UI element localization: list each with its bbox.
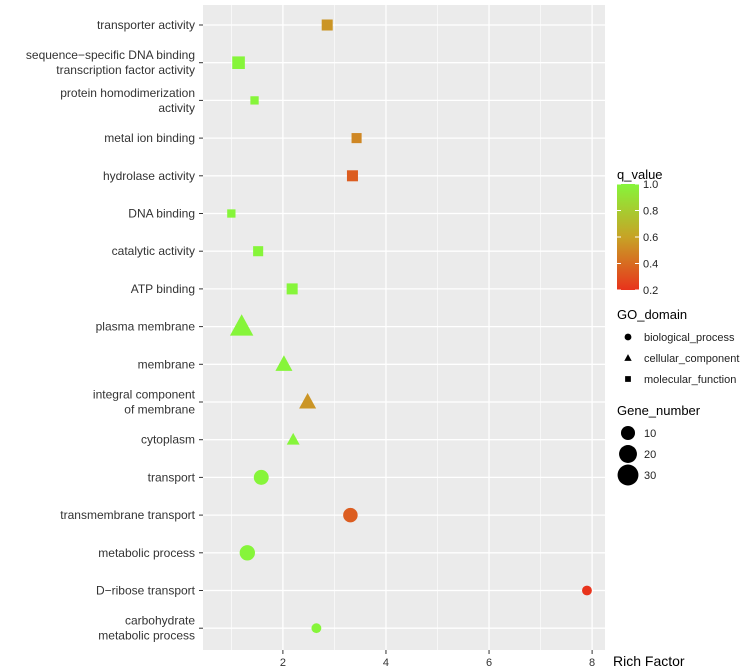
shape-legend-key-square — [625, 376, 631, 382]
y-tick-label-dna-binding: DNA binding — [128, 207, 195, 221]
plot-panel — [203, 5, 605, 650]
point-protein-homodimerization-activity — [250, 96, 259, 105]
y-tick-label-line: catalytic activity — [112, 244, 195, 258]
y-tick-label-line: plasma membrane — [96, 320, 196, 334]
size-legend-label: 30 — [644, 470, 656, 482]
point-atp-binding — [286, 283, 298, 295]
color-legend: q_value 1.0 0.8 0.6 0.4 0.2 — [617, 167, 663, 297]
size-legend: Gene_number 10 20 30 — [617, 403, 701, 486]
y-tick-label-line: of membrane — [124, 403, 195, 417]
y-axis-tick-labels: transporter activity sequence−specific DN… — [26, 18, 203, 643]
y-tick-label-cytoplasm: cytoplasm — [141, 433, 195, 447]
x-tick-label: 4 — [383, 657, 389, 669]
y-tick-label-plasma-membrane: plasma membrane — [96, 320, 196, 334]
colorbar-tick-label: 0.4 — [643, 259, 658, 271]
grid-lines — [203, 5, 605, 650]
point-hydrolase-activity — [346, 170, 358, 182]
point-d-ribose-transport — [582, 585, 592, 596]
y-tick-label-line: transcription factor activity — [56, 63, 195, 77]
shape-legend-title: GO_domain — [617, 307, 687, 322]
size-legend-key — [619, 445, 637, 463]
shape-legend: GO_domain biological_process cellular_com… — [617, 307, 739, 386]
y-tick-label-line: D−ribose transport — [96, 584, 196, 598]
y-tick-label-atp-binding: ATP binding — [131, 282, 195, 296]
x-tick-label: 2 — [280, 657, 286, 669]
y-tick-label-transport: transport — [148, 470, 196, 484]
y-tick-label-line: transmembrane transport — [60, 508, 195, 522]
point-integral-component-of-membrane — [299, 392, 317, 409]
y-tick-label-d-ribose-transport: D−ribose transport — [96, 584, 196, 598]
y-tick-label-sequence-specific-dna-binding: sequence−specific DNA binding transcripti… — [26, 48, 195, 77]
shape-legend-key-circle — [624, 333, 632, 341]
y-tick-label-line: activity — [158, 101, 195, 115]
y-tick-label-transporter-activity: transporter activity — [97, 18, 195, 32]
size-legend-key — [617, 464, 639, 486]
point-transport — [253, 469, 269, 485]
y-tick-label-line: ATP binding — [131, 282, 195, 296]
colorbar-tick-label: 0.8 — [643, 206, 658, 218]
colorbar-tick-label: 0.2 — [643, 285, 658, 297]
x-axis-title: Rich Factor — [613, 653, 685, 669]
y-tick-label-line: DNA binding — [128, 207, 195, 221]
y-tick-label-carbohydrate-metabolic-process: carbohydrate metabolic process — [98, 614, 195, 643]
point-cytoplasm — [286, 432, 300, 445]
size-legend-label: 10 — [644, 428, 656, 440]
point-plasma-membrane — [229, 314, 254, 336]
color-legend-title: q_value — [617, 167, 663, 182]
colorbar-tick-label: 0.6 — [643, 232, 658, 244]
data-points — [227, 19, 592, 634]
shape-legend-label: molecular_function — [644, 374, 736, 386]
point-dna-binding — [227, 209, 236, 218]
point-transmembrane-transport — [343, 507, 358, 523]
size-legend-key — [620, 425, 636, 441]
point-transporter-activity — [321, 19, 333, 31]
y-tick-label-line: integral component — [93, 388, 196, 402]
y-tick-label-metal-ion-binding: metal ion binding — [104, 131, 195, 145]
point-metal-ion-binding — [351, 133, 362, 144]
point-carbohydrate-metabolic-process — [311, 623, 322, 634]
y-tick-label-line: metabolic process — [98, 546, 195, 560]
colorbar-tick-label: 1.0 — [643, 179, 658, 191]
x-tick-label: 6 — [486, 657, 492, 669]
shape-legend-label: cellular_component — [644, 353, 739, 365]
y-tick-label-metabolic-process: metabolic process — [98, 546, 195, 560]
q-value-colorbar — [617, 184, 639, 290]
y-tick-label-catalytic-activity: catalytic activity — [112, 244, 195, 258]
point-metabolic-process — [239, 545, 256, 561]
y-tick-label-line: metabolic process — [98, 629, 195, 643]
y-tick-label-line: carbohydrate — [125, 614, 195, 628]
y-tick-label-line: cytoplasm — [141, 433, 195, 447]
point-catalytic-activity — [253, 246, 264, 257]
x-tick-label: 8 — [589, 657, 595, 669]
y-tick-label-line: hydrolase activity — [103, 169, 195, 183]
y-tick-label-integral-component-of-membrane: integral component of membrane — [93, 388, 196, 417]
y-tick-label-line: transport — [148, 470, 196, 484]
point-membrane — [275, 355, 293, 371]
y-tick-label-transmembrane-transport: transmembrane transport — [60, 508, 195, 522]
size-legend-label: 20 — [644, 449, 656, 461]
size-legend-title: Gene_number — [617, 403, 701, 418]
y-tick-label-line: protein homodimerization — [60, 86, 195, 100]
y-tick-label-hydrolase-activity: hydrolase activity — [103, 169, 195, 183]
point-sequence-specific-dna-binding — [232, 56, 245, 69]
y-tick-label-line: sequence−specific DNA binding — [26, 48, 195, 62]
y-tick-label-line: metal ion binding — [104, 131, 195, 145]
y-tick-label-line: membrane — [138, 357, 196, 371]
shape-legend-label: biological_process — [644, 332, 735, 344]
x-axis-tick-labels: 2 4 6 8 — [280, 650, 595, 669]
shape-legend-key-triangle — [624, 354, 632, 361]
y-tick-label-protein-homodimerization-activity: protein homodimerization activity — [60, 86, 195, 115]
y-tick-label-membrane: membrane — [138, 357, 196, 371]
y-tick-label-line: transporter activity — [97, 18, 195, 32]
